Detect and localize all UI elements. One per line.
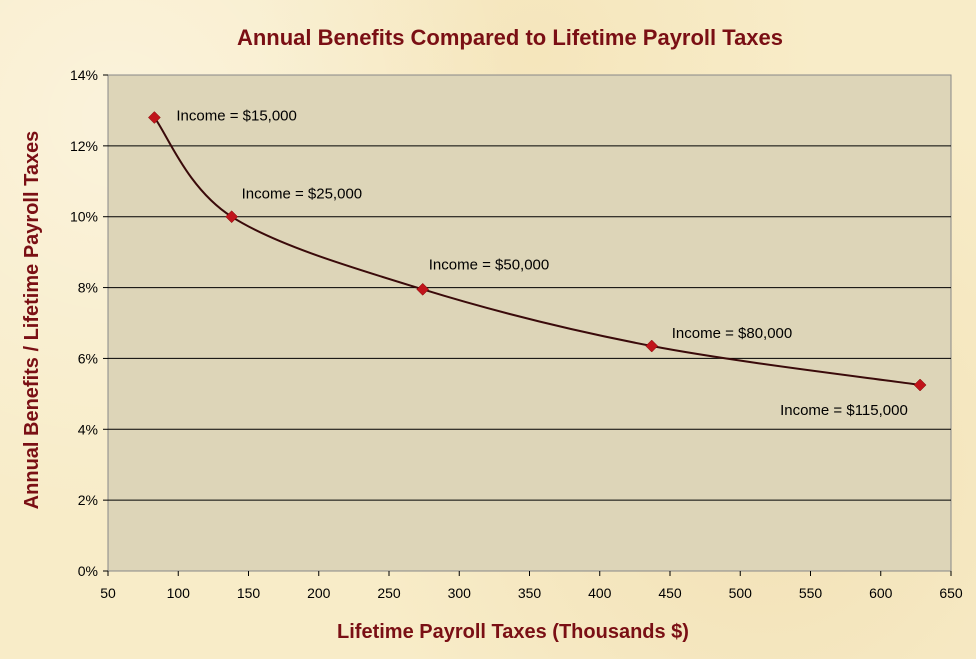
plot-area bbox=[107, 74, 952, 572]
x-tick-label: 450 bbox=[658, 585, 682, 601]
x-tick-label: 200 bbox=[307, 585, 331, 601]
y-tick-label: 12% bbox=[70, 138, 98, 154]
data-point-marker bbox=[225, 210, 238, 224]
x-tick-label: 300 bbox=[448, 585, 472, 601]
y-tick-label: 0% bbox=[78, 563, 98, 579]
data-point-label: Income = $115,000 bbox=[780, 402, 908, 419]
y-tick-label: 6% bbox=[78, 350, 98, 366]
x-tick-label: 350 bbox=[518, 585, 542, 601]
x-tick-label: 550 bbox=[799, 585, 823, 601]
x-tick-label: 600 bbox=[869, 585, 893, 601]
y-tick-label: 2% bbox=[78, 492, 98, 508]
y-tick-label: 4% bbox=[78, 421, 98, 437]
series-line bbox=[153, 116, 921, 386]
data-labels: Income = $15,000 Income = $25,000 Income =… bbox=[176, 108, 907, 419]
x-tick-label: 150 bbox=[237, 585, 261, 601]
y-axis-title: Annual Benefits / Lifetime Payroll Taxes bbox=[21, 131, 43, 510]
x-tick-label: 250 bbox=[377, 585, 401, 601]
y-axis-ticks: 0% 2% 4% 6% 8% 10% 12% 14% bbox=[70, 67, 108, 579]
chart-title: Annual Benefits Compared to Lifetime Pay… bbox=[237, 25, 783, 50]
data-point-marker bbox=[645, 339, 659, 353]
x-tick-label: 500 bbox=[729, 585, 753, 601]
x-tick-label: 650 bbox=[939, 585, 963, 601]
x-tick-label: 400 bbox=[588, 585, 612, 601]
x-axis-title: Lifetime Payroll Taxes (Thousands $) bbox=[337, 621, 689, 643]
data-point-marker bbox=[416, 282, 430, 296]
data-markers bbox=[148, 111, 927, 392]
y-tick-label: 10% bbox=[70, 209, 98, 225]
data-point-label: Income = $25,000 bbox=[242, 186, 363, 203]
x-axis-ticks: 50 100 150 200 250 300 350 400 450 500 550 600 650 bbox=[100, 571, 963, 601]
data-point-marker bbox=[148, 111, 161, 124]
data-point-label: Income = $50,000 bbox=[429, 256, 550, 273]
y-tick-label: 8% bbox=[78, 280, 98, 296]
y-tick-label: 14% bbox=[70, 67, 98, 83]
x-tick-label: 100 bbox=[167, 585, 191, 601]
gridlines bbox=[108, 145, 951, 501]
data-point-label: Income = $15,000 bbox=[176, 108, 297, 125]
x-tick-label: 50 bbox=[100, 585, 116, 601]
data-point-marker bbox=[913, 378, 927, 392]
data-point-label: Income = $80,000 bbox=[672, 325, 793, 342]
